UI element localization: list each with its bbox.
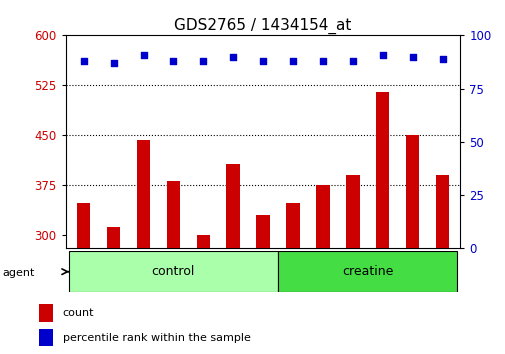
Text: control: control bbox=[152, 265, 195, 278]
Bar bbox=[166, 181, 180, 248]
Point bbox=[229, 54, 237, 59]
Text: creatine: creatine bbox=[341, 265, 393, 278]
Bar bbox=[435, 175, 448, 248]
Bar bbox=[39, 304, 53, 322]
Point bbox=[318, 58, 326, 64]
Bar bbox=[256, 215, 269, 248]
Text: agent: agent bbox=[3, 268, 35, 278]
Point bbox=[169, 58, 177, 64]
Bar bbox=[345, 175, 359, 248]
Point bbox=[438, 56, 446, 62]
Bar bbox=[286, 202, 299, 248]
Bar bbox=[375, 92, 389, 248]
Text: count: count bbox=[63, 308, 94, 318]
Point bbox=[378, 52, 386, 57]
Point bbox=[199, 58, 207, 64]
Bar bbox=[77, 202, 90, 248]
Point bbox=[408, 54, 416, 59]
Point bbox=[110, 60, 118, 66]
Point bbox=[259, 58, 267, 64]
Bar bbox=[136, 139, 150, 248]
Bar bbox=[226, 164, 239, 248]
Bar bbox=[39, 329, 53, 347]
Bar bbox=[69, 251, 278, 292]
Point bbox=[348, 58, 356, 64]
Point bbox=[139, 52, 147, 57]
Title: GDS2765 / 1434154_at: GDS2765 / 1434154_at bbox=[174, 18, 351, 34]
Text: percentile rank within the sample: percentile rank within the sample bbox=[63, 333, 250, 343]
Bar bbox=[405, 135, 419, 248]
Bar bbox=[196, 234, 210, 248]
Bar bbox=[107, 227, 120, 248]
Bar bbox=[278, 251, 457, 292]
Point bbox=[79, 58, 87, 64]
Bar bbox=[316, 185, 329, 248]
Point bbox=[288, 58, 296, 64]
